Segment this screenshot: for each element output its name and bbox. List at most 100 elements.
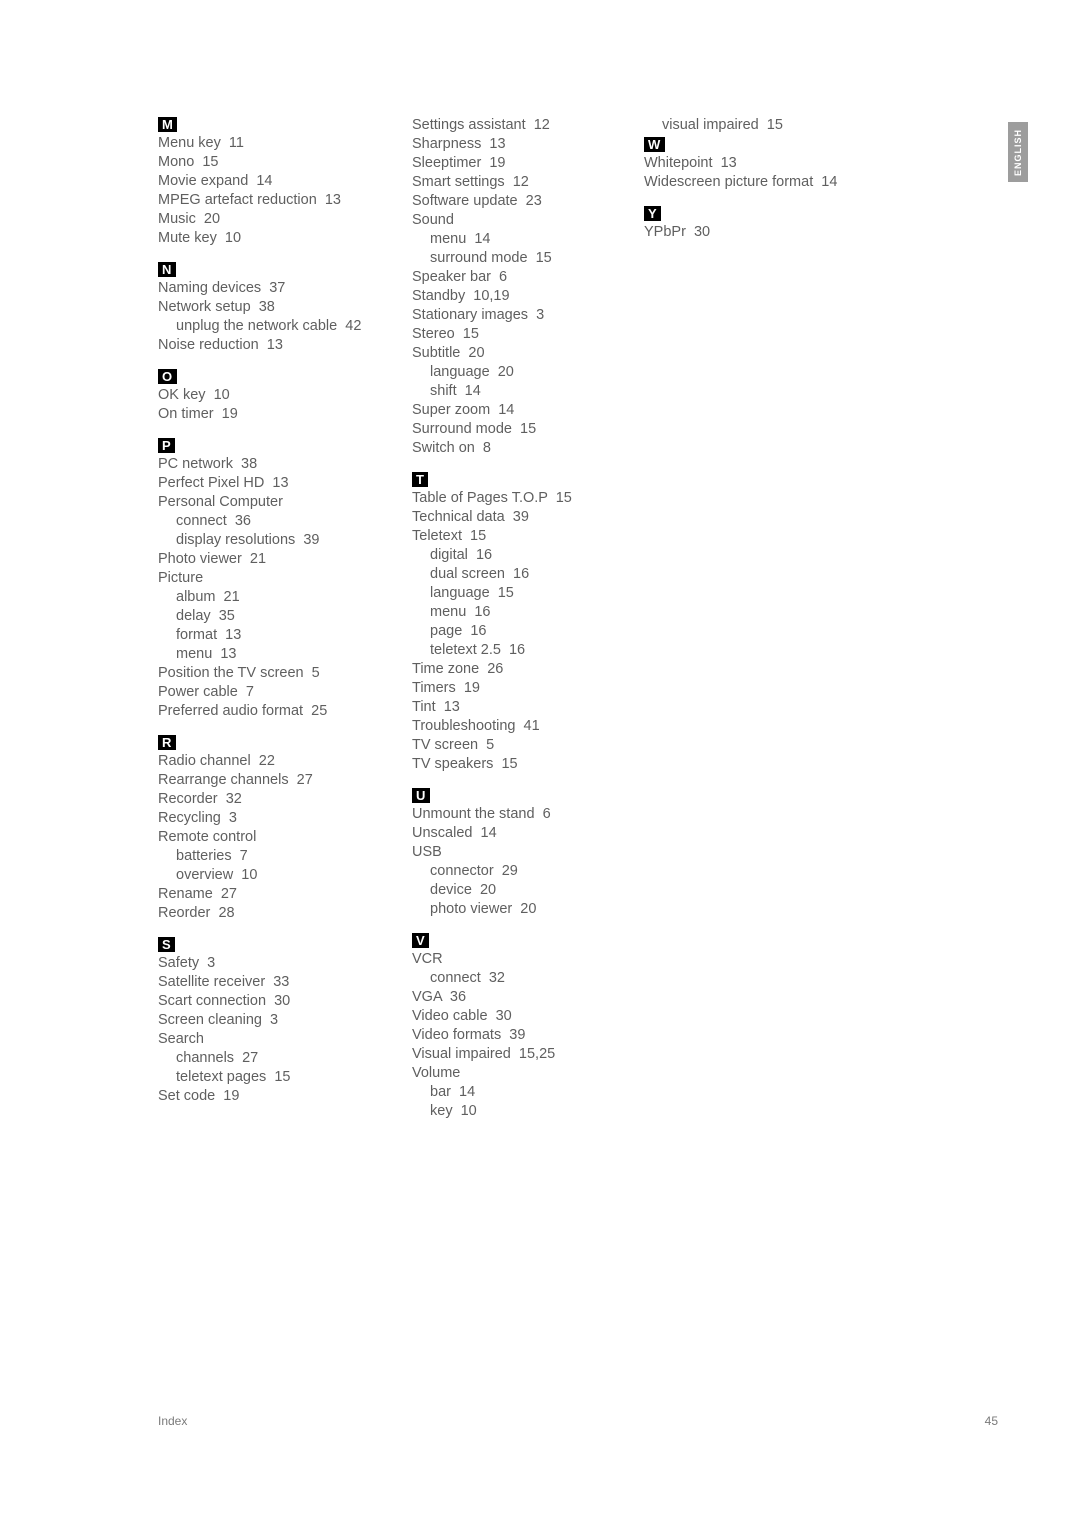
index-entry: Sleeptimer 19 <box>412 154 620 173</box>
index-entry: dual screen 16 <box>412 565 620 584</box>
footer-section-label: Index <box>158 1414 187 1428</box>
index-entry: Music 20 <box>158 210 388 229</box>
index-entry: connect 32 <box>412 969 620 988</box>
index-letter-u: U <box>412 788 430 803</box>
index-entry: Super zoom 14 <box>412 401 620 420</box>
index-entry: Picture <box>158 569 388 588</box>
index-entry: Preferred audio format 25 <box>158 702 388 721</box>
index-entry: Set code 19 <box>158 1087 388 1106</box>
index-entry: Reorder 28 <box>158 904 388 923</box>
index-entry: delay 35 <box>158 607 388 626</box>
index-entry: menu 16 <box>412 603 620 622</box>
language-tab: ENGLISH <box>1008 122 1028 182</box>
index-entry: format 13 <box>158 626 388 645</box>
index-entry: YPbPr 30 <box>644 223 918 242</box>
index-letter-p: P <box>158 438 175 453</box>
index-entry: Personal Computer <box>158 493 388 512</box>
index-entry: Position the TV screen 5 <box>158 664 388 683</box>
index-entry: Rename 27 <box>158 885 388 904</box>
index-entry: Movie expand 14 <box>158 172 388 191</box>
index-entry: page 16 <box>412 622 620 641</box>
index-letter-r: R <box>158 735 176 750</box>
index-entry: Time zone 26 <box>412 660 620 679</box>
index-letter-m: M <box>158 117 177 132</box>
index-entry: Teletext 15 <box>412 527 620 546</box>
index-entry: connect 36 <box>158 512 388 531</box>
index-entry: Video formats 39 <box>412 1026 620 1045</box>
index-entry: Recorder 32 <box>158 790 388 809</box>
index-entry: Power cable 7 <box>158 683 388 702</box>
index-entry: Smart settings 12 <box>412 173 620 192</box>
index-entry: teletext 2.5 16 <box>412 641 620 660</box>
index-entry: Whitepoint 13 <box>644 154 918 173</box>
index-entry: channels 27 <box>158 1049 388 1068</box>
index-entry: Tint 13 <box>412 698 620 717</box>
index-entry: Network setup 38 <box>158 298 388 317</box>
index-entry: overview 10 <box>158 866 388 885</box>
index-letter-w: W <box>644 137 665 152</box>
index-entry: Subtitle 20 <box>412 344 620 363</box>
index-entry: Sound <box>412 211 620 230</box>
index-entry: On timer 19 <box>158 405 388 424</box>
index-entry: Standby 10,19 <box>412 287 620 306</box>
index-entry: USB <box>412 843 620 862</box>
index-entry: Safety 3 <box>158 954 388 973</box>
index-column-1: M Menu key 11Mono 15Movie expand 14MPEG a… <box>158 116 388 1121</box>
index-entry: Table of Pages T.O.P 15 <box>412 489 620 508</box>
index-entry: VCR <box>412 950 620 969</box>
index-entry: Noise reduction 13 <box>158 336 388 355</box>
index-entry: Speaker bar 6 <box>412 268 620 287</box>
index-entry: Visual impaired 15,25 <box>412 1045 620 1064</box>
page-footer: Index 45 <box>158 1414 998 1428</box>
index-entry: Menu key 11 <box>158 134 388 153</box>
index-entry: MPEG artefact reduction 13 <box>158 191 388 210</box>
index-letter-v: V <box>412 933 429 948</box>
index-entry: PC network 38 <box>158 455 388 474</box>
index-letter-n: N <box>158 262 176 277</box>
index-letter-s: S <box>158 937 175 952</box>
index-entry: bar 14 <box>412 1083 620 1102</box>
index-entry: Volume <box>412 1064 620 1083</box>
index-entry: Software update 23 <box>412 192 620 211</box>
index-entry: unplug the network cable 42 <box>158 317 388 336</box>
index-entry: display resolutions 39 <box>158 531 388 550</box>
index-entry: language 15 <box>412 584 620 603</box>
index-entry: OK key 10 <box>158 386 388 405</box>
index-column-2: Settings assistant 12Sharpness 13Sleepti… <box>412 116 620 1121</box>
index-entry: Screen cleaning 3 <box>158 1011 388 1030</box>
index-entry: Surround mode 15 <box>412 420 620 439</box>
index-entry: Radio channel 22 <box>158 752 388 771</box>
index-entry: Unmount the stand 6 <box>412 805 620 824</box>
index-entry: Rearrange channels 27 <box>158 771 388 790</box>
index-entry: Search <box>158 1030 388 1049</box>
index-entry: Mono 15 <box>158 153 388 172</box>
index-entry: Stereo 15 <box>412 325 620 344</box>
index-entry: album 21 <box>158 588 388 607</box>
index-entry: connector 29 <box>412 862 620 881</box>
index-entry: photo viewer 20 <box>412 900 620 919</box>
index-page: M Menu key 11Mono 15Movie expand 14MPEG a… <box>158 116 918 1121</box>
footer-page-number: 45 <box>985 1414 998 1428</box>
index-entry: device 20 <box>412 881 620 900</box>
index-entry: Stationary images 3 <box>412 306 620 325</box>
index-entry: Switch on 8 <box>412 439 620 458</box>
index-entry: Troubleshooting 41 <box>412 717 620 736</box>
index-entry: digital 16 <box>412 546 620 565</box>
index-entry: TV screen 5 <box>412 736 620 755</box>
index-entry: Naming devices 37 <box>158 279 388 298</box>
index-entry: key 10 <box>412 1102 620 1121</box>
index-entry: Widescreen picture format 14 <box>644 173 918 192</box>
index-entry: Unscaled 14 <box>412 824 620 843</box>
index-entry: Technical data 39 <box>412 508 620 527</box>
index-entry: Satellite receiver 33 <box>158 973 388 992</box>
index-entry: Settings assistant 12 <box>412 116 620 135</box>
index-entry: visual impaired 15 <box>644 116 918 135</box>
index-entry: menu 14 <box>412 230 620 249</box>
index-entry: Remote control <box>158 828 388 847</box>
index-entry: Scart connection 30 <box>158 992 388 1011</box>
index-entry: batteries 7 <box>158 847 388 866</box>
index-entry: menu 13 <box>158 645 388 664</box>
index-entry: shift 14 <box>412 382 620 401</box>
index-entry: Recycling 3 <box>158 809 388 828</box>
index-entry: surround mode 15 <box>412 249 620 268</box>
